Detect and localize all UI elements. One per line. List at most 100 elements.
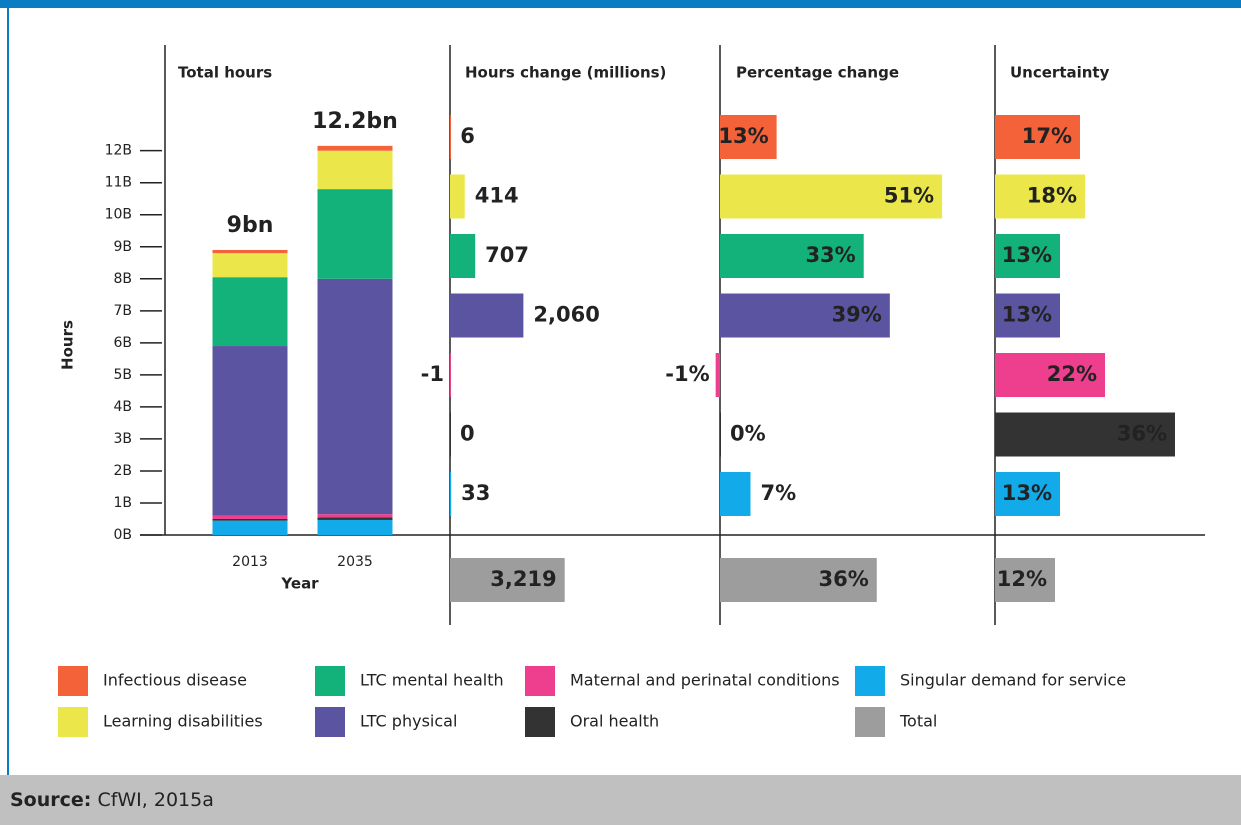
value-label: 7% — [760, 481, 796, 505]
panel-title: Total hours — [178, 64, 272, 82]
value-label: 18% — [1027, 184, 1077, 208]
legend-label: Singular demand for service — [900, 671, 1126, 690]
y-tick-label: 2B — [113, 463, 132, 479]
legend-swatch — [315, 666, 345, 696]
legend-label: LTC mental health — [360, 671, 504, 690]
bar-segment — [212, 249, 288, 254]
legend-label: Oral health — [570, 712, 659, 731]
bar — [720, 174, 943, 219]
bar-segment — [317, 517, 393, 520]
bar-segment — [212, 277, 288, 347]
panel-title: Uncertainty — [1010, 64, 1110, 82]
value-label: 13% — [1002, 243, 1052, 267]
value-label: 13% — [1002, 303, 1052, 327]
bar-segment — [317, 145, 393, 151]
y-tick-label: 10B — [105, 207, 132, 223]
bar — [715, 353, 720, 397]
bar — [450, 293, 524, 338]
bar — [995, 472, 1060, 516]
y-tick-label: 4B — [113, 399, 132, 415]
bar — [450, 234, 476, 278]
legend-swatch — [58, 707, 88, 737]
bar — [720, 472, 751, 516]
y-tick-label: 11B — [105, 175, 132, 191]
source-text: CfWI, 2015a — [97, 789, 214, 811]
value-label: 13% — [718, 124, 768, 148]
bar-segment — [212, 253, 288, 278]
x-tick-label: 2035 — [337, 554, 373, 570]
chart: Total hours Hours Year 0B 1B 2B 3B 4B 5B 6B 7B 8B 9B… — [0, 0, 1241, 775]
value-label: 33% — [805, 243, 855, 267]
bar — [995, 353, 1105, 397]
bar — [450, 174, 465, 219]
y-tick-label: 7B — [113, 303, 132, 319]
legend-swatch — [855, 707, 885, 737]
bar — [720, 115, 777, 159]
bar-segment — [317, 519, 393, 535]
y-tick-label: 3B — [113, 431, 132, 447]
x-axis-label: Year — [280, 575, 319, 593]
bar-segment — [317, 189, 393, 279]
value-label: 414 — [475, 184, 519, 208]
bar — [720, 234, 864, 278]
bar-segment — [212, 346, 288, 516]
value-label: 39% — [832, 303, 882, 327]
value-label: 17% — [1022, 124, 1072, 148]
bar — [450, 412, 451, 457]
bar — [995, 558, 1055, 602]
value-label: 3,219 — [490, 567, 556, 591]
bar-segment — [317, 278, 393, 515]
value-label: 12% — [997, 567, 1047, 591]
y-tick-label: 0B — [113, 527, 132, 543]
bar-segment — [212, 515, 288, 519]
bar — [720, 412, 721, 457]
bar — [450, 558, 565, 602]
value-label: 0% — [730, 422, 766, 446]
value-label: -1% — [665, 362, 709, 386]
total-label: 12.2bn — [312, 109, 398, 134]
bar-segment — [317, 150, 393, 190]
value-label: 2,060 — [533, 303, 599, 327]
bar — [450, 115, 451, 159]
legend-label: Infectious disease — [103, 671, 247, 690]
bar — [720, 558, 877, 602]
value-label: -1 — [421, 362, 444, 386]
total-label: 9bn — [227, 213, 274, 238]
top-bar — [0, 0, 1241, 8]
value-label: 0 — [460, 422, 475, 446]
bar — [995, 234, 1060, 278]
value-label: 51% — [884, 184, 934, 208]
value-label: 33 — [461, 481, 490, 505]
legend-swatch — [58, 666, 88, 696]
legend-swatch — [855, 666, 885, 696]
bar — [995, 293, 1060, 338]
x-tick-label: 2013 — [232, 554, 268, 570]
legend-label: LTC physical — [360, 712, 457, 731]
value-label: 36% — [1117, 422, 1167, 446]
y-tick-label: 8B — [113, 271, 132, 287]
legend-swatch — [315, 707, 345, 737]
bar-segment — [212, 518, 288, 521]
panel-title: Hours change (millions) — [465, 64, 666, 82]
source-label: Source: — [10, 789, 92, 811]
bar — [720, 293, 890, 338]
value-label: 36% — [819, 567, 869, 591]
legend-swatch — [525, 666, 555, 696]
source-bar: Source: CfWI, 2015a — [0, 775, 1241, 825]
bar-segment — [317, 514, 393, 518]
bar — [449, 353, 451, 397]
y-tick-label: 5B — [113, 367, 132, 383]
value-label: 707 — [485, 243, 529, 267]
panel-title: Percentage change — [736, 64, 899, 82]
value-label: 13% — [1002, 481, 1052, 505]
bar — [450, 472, 452, 516]
y-tick-label: 9B — [113, 239, 132, 255]
bar — [995, 174, 1085, 219]
y-axis-label: Hours — [59, 320, 77, 370]
legend-swatch — [525, 707, 555, 737]
bar — [995, 115, 1080, 159]
left-border — [7, 0, 9, 775]
legend-label: Learning disabilities — [103, 712, 263, 731]
bar — [995, 412, 1175, 457]
